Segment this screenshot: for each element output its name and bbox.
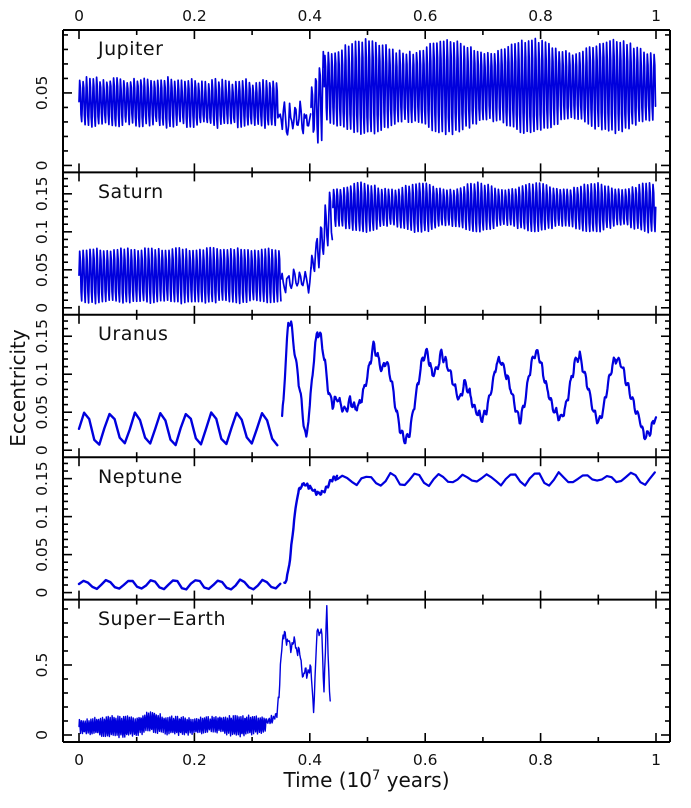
y-tick-label: 0.05 [33,537,51,572]
series-super−earth [265,605,331,725]
panel-label-neptune: Neptune [98,466,183,488]
x-axis-label: Time (107 years) [63,768,670,792]
y-tick-label: 0.15 [33,177,51,212]
x-tick-label-top: 1 [651,7,661,25]
x-tick-label-top: 0.6 [413,7,438,25]
series-jupiter [323,37,657,136]
x-tick-label-top: 0.2 [182,7,207,25]
y-tick-label: 0.1 [33,362,51,387]
y-axis-label: Eccentricity [6,329,30,447]
x-tick-label-bottom: 1 [651,751,661,769]
series-neptune [283,474,339,585]
x-tick-label-top: 0.8 [528,7,553,25]
series-neptune [77,578,282,591]
panel-label-jupiter: Jupiter [98,38,164,60]
y-tick-label: 0 [33,445,51,455]
panel-label-super-earth: Super−Earth [98,608,227,630]
x-tick-label-bottom: 0.8 [528,751,553,769]
panel-label-uranus: Uranus [98,323,169,345]
series-jupiter [310,50,325,144]
y-tick-label: 0.05 [33,253,51,288]
y-tick-label: 0 [33,730,51,740]
series-saturn [332,181,657,234]
series-uranus [281,320,658,445]
y-tick-label: 0.5 [33,653,51,678]
x-axis-label-prefix: Time (10 [283,768,373,792]
x-tick-label-bottom: 0.2 [182,751,207,769]
x-tick-label-top: 0 [74,7,84,25]
y-tick-label: 0.05 [33,76,51,111]
series-saturn [78,246,282,305]
series-uranus [77,411,279,447]
x-tick-label-bottom: 0.6 [413,751,438,769]
series-neptune [336,471,656,488]
y-tick-label: 0.15 [33,461,51,496]
y-tick-label: 0 [33,303,51,313]
y-tick-label: 0.1 [33,219,51,244]
series-jupiter [78,75,279,129]
x-axis-label-exponent: 7 [372,768,381,784]
series-jupiter [277,100,312,136]
x-tick-label-bottom: 0.4 [297,751,322,769]
x-tick-label-top: 0.4 [297,7,322,25]
series-saturn [310,191,334,273]
y-tick-label: 0.05 [33,395,51,430]
series-super−earth [78,711,267,739]
x-tick-label-bottom: 0 [74,751,84,769]
y-tick-label: 0 [33,161,51,171]
y-tick-label: 0.15 [33,319,51,354]
series-saturn [280,266,312,294]
y-tick-label: 0 [33,588,51,598]
x-axis-label-suffix: years) [380,768,450,792]
panel-label-saturn: Saturn [98,181,164,203]
y-tick-label: 0.1 [33,504,51,529]
